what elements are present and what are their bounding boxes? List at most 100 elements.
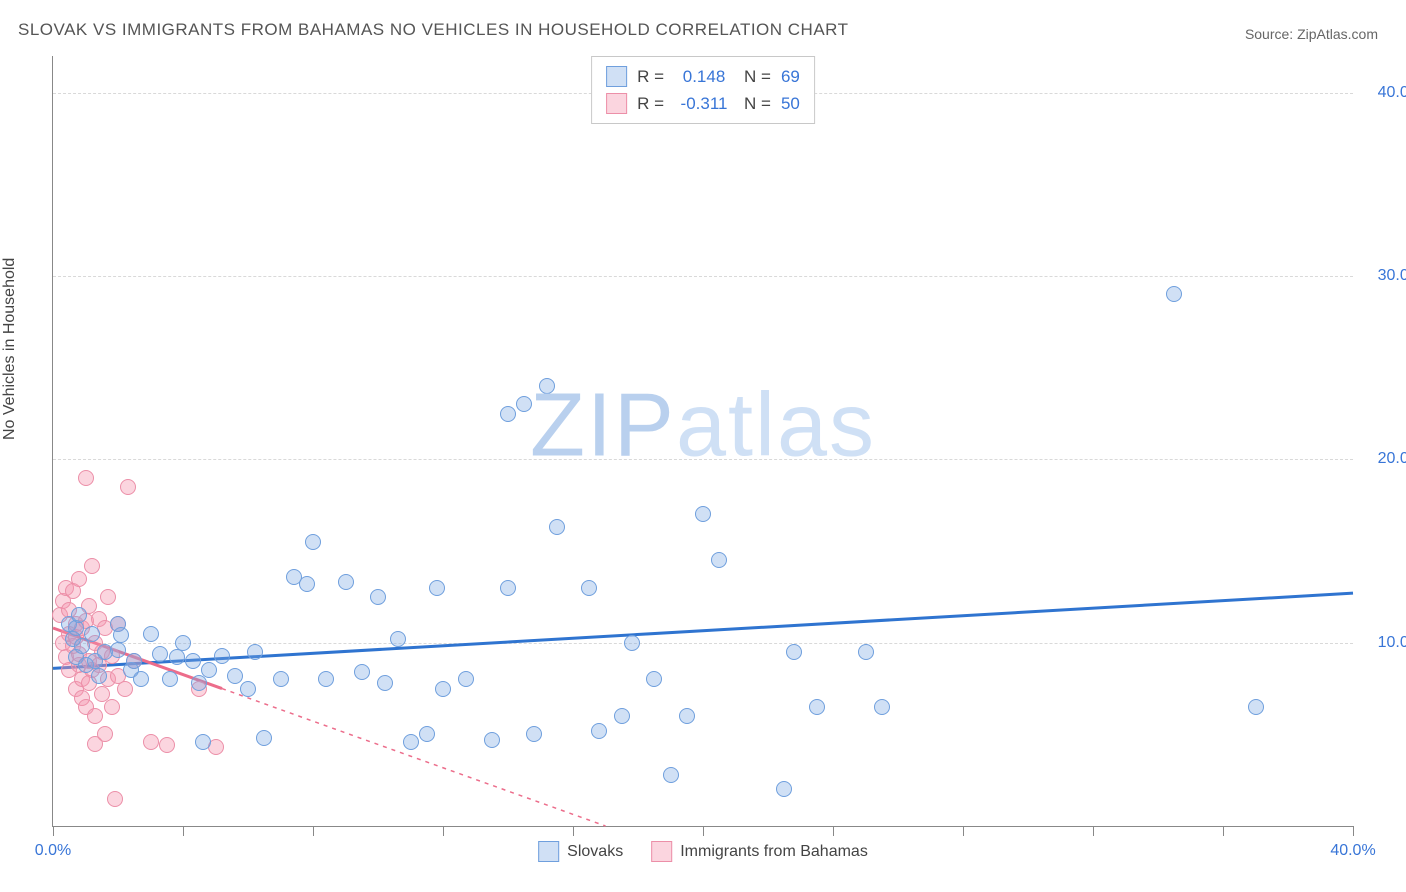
data-point [624,635,640,651]
data-point [195,734,211,750]
data-point [256,730,272,746]
label-R: R = [637,63,664,90]
data-point [354,664,370,680]
data-point [539,378,555,394]
data-point [370,589,386,605]
data-point [809,699,825,715]
chart-title: SLOVAK VS IMMIGRANTS FROM BAHAMAS NO VEH… [18,20,849,40]
data-point [120,479,136,495]
x-tick-label: 40.0% [1330,842,1375,860]
data-point [318,671,334,687]
y-tick-label: 40.0% [1363,84,1406,102]
data-point [133,671,149,687]
correlation-legend: R = 0.148 N = 69 R = -0.311 N = 50 [591,56,815,124]
x-tick [53,826,54,836]
data-point [126,653,142,669]
data-point [419,726,435,742]
data-point [458,671,474,687]
value-R-slovaks: 0.148 [674,63,734,90]
data-point [484,732,500,748]
x-tick [1353,826,1354,836]
swatch-bahamas [651,841,672,862]
data-point [91,668,107,684]
legend-row-slovaks: R = 0.148 N = 69 [606,63,800,90]
label-N: N = [744,63,771,90]
label-N: N = [744,90,771,117]
data-point [305,534,321,550]
legend-row-bahamas: R = -0.311 N = 50 [606,90,800,117]
source-attribution: Source: ZipAtlas.com [1245,26,1378,42]
regression-lines [53,56,1353,826]
data-point [500,406,516,422]
value-R-bahamas: -0.311 [674,90,734,117]
data-point [429,580,445,596]
y-tick-label: 10.0% [1363,634,1406,652]
data-point [273,671,289,687]
data-point [338,574,354,590]
data-point [549,519,565,535]
plot-area: ZIPatlas 0.0%40.0% 10.0%20.0%30.0%40.0% … [52,56,1353,827]
data-point [97,726,113,742]
data-point [113,627,129,643]
x-tick [313,826,314,836]
data-point [71,571,87,587]
data-point [143,626,159,642]
x-tick-label: 0.0% [35,842,71,860]
data-point [100,589,116,605]
data-point [247,644,263,660]
data-point [152,646,168,662]
data-point [143,734,159,750]
x-tick [1223,826,1224,836]
data-point [646,671,662,687]
legend-item-slovaks: Slovaks [538,841,623,862]
data-point [117,681,133,697]
data-point [614,708,630,724]
data-point [874,699,890,715]
data-point [1248,699,1264,715]
legend-item-bahamas: Immigrants from Bahamas [651,841,868,862]
data-point [299,576,315,592]
data-point [84,626,100,642]
value-N-bahamas: 50 [781,90,800,117]
x-tick [1093,826,1094,836]
data-point [526,726,542,742]
gridline [53,276,1353,277]
y-tick-label: 30.0% [1363,267,1406,285]
data-point [214,648,230,664]
swatch-bahamas [606,93,627,114]
data-point [169,649,185,665]
data-point [663,767,679,783]
data-point [377,675,393,691]
gridline [53,459,1353,460]
data-point [159,737,175,753]
data-point [162,671,178,687]
swatch-slovaks [538,841,559,862]
data-point [695,506,711,522]
x-tick [443,826,444,836]
y-tick-label: 20.0% [1363,450,1406,468]
data-point [84,558,100,574]
data-point [87,708,103,724]
x-tick [963,826,964,836]
data-point [581,580,597,596]
data-point [403,734,419,750]
x-tick [703,826,704,836]
data-point [591,723,607,739]
data-point [500,580,516,596]
data-point [227,668,243,684]
data-point [711,552,727,568]
data-point [858,644,874,660]
data-point [175,635,191,651]
data-point [185,653,201,669]
data-point [240,681,256,697]
watermark: ZIPatlas [530,374,876,477]
series-name-bahamas: Immigrants from Bahamas [680,843,868,861]
data-point [201,662,217,678]
data-point [786,644,802,660]
label-R: R = [637,90,664,117]
data-point [516,396,532,412]
data-point [679,708,695,724]
data-point [71,607,87,623]
x-tick [573,826,574,836]
series-name-slovaks: Slovaks [567,843,623,861]
